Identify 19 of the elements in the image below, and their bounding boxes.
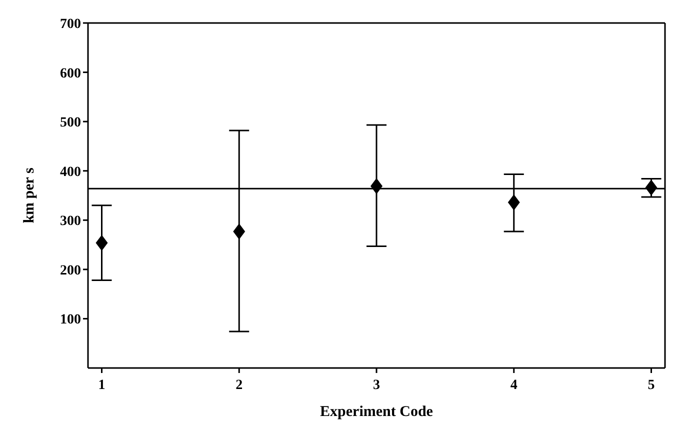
y-tick-label: 500 [60,116,81,131]
y-tick-label: 600 [60,66,81,82]
y-tick-label: 300 [60,214,81,230]
point [233,223,246,240]
x-tick-label: 3 [373,378,380,393]
x-tick-label: 4 [510,378,518,393]
y-tick-label: 700 [60,16,81,32]
x-tick-label: 2 [236,378,243,393]
y-tick-label: 200 [60,263,81,278]
x-tick-label: 5 [648,378,655,393]
point [645,180,658,196]
y-tick-label: 100 [60,312,81,328]
point [508,194,520,210]
x-tick-label: 1 [98,378,106,393]
point [96,234,108,251]
x-axis-title: Experiment Code [320,404,434,420]
point [370,178,382,194]
y-axis-title: km per s [21,168,38,224]
y-tick-label: 400 [60,164,81,180]
